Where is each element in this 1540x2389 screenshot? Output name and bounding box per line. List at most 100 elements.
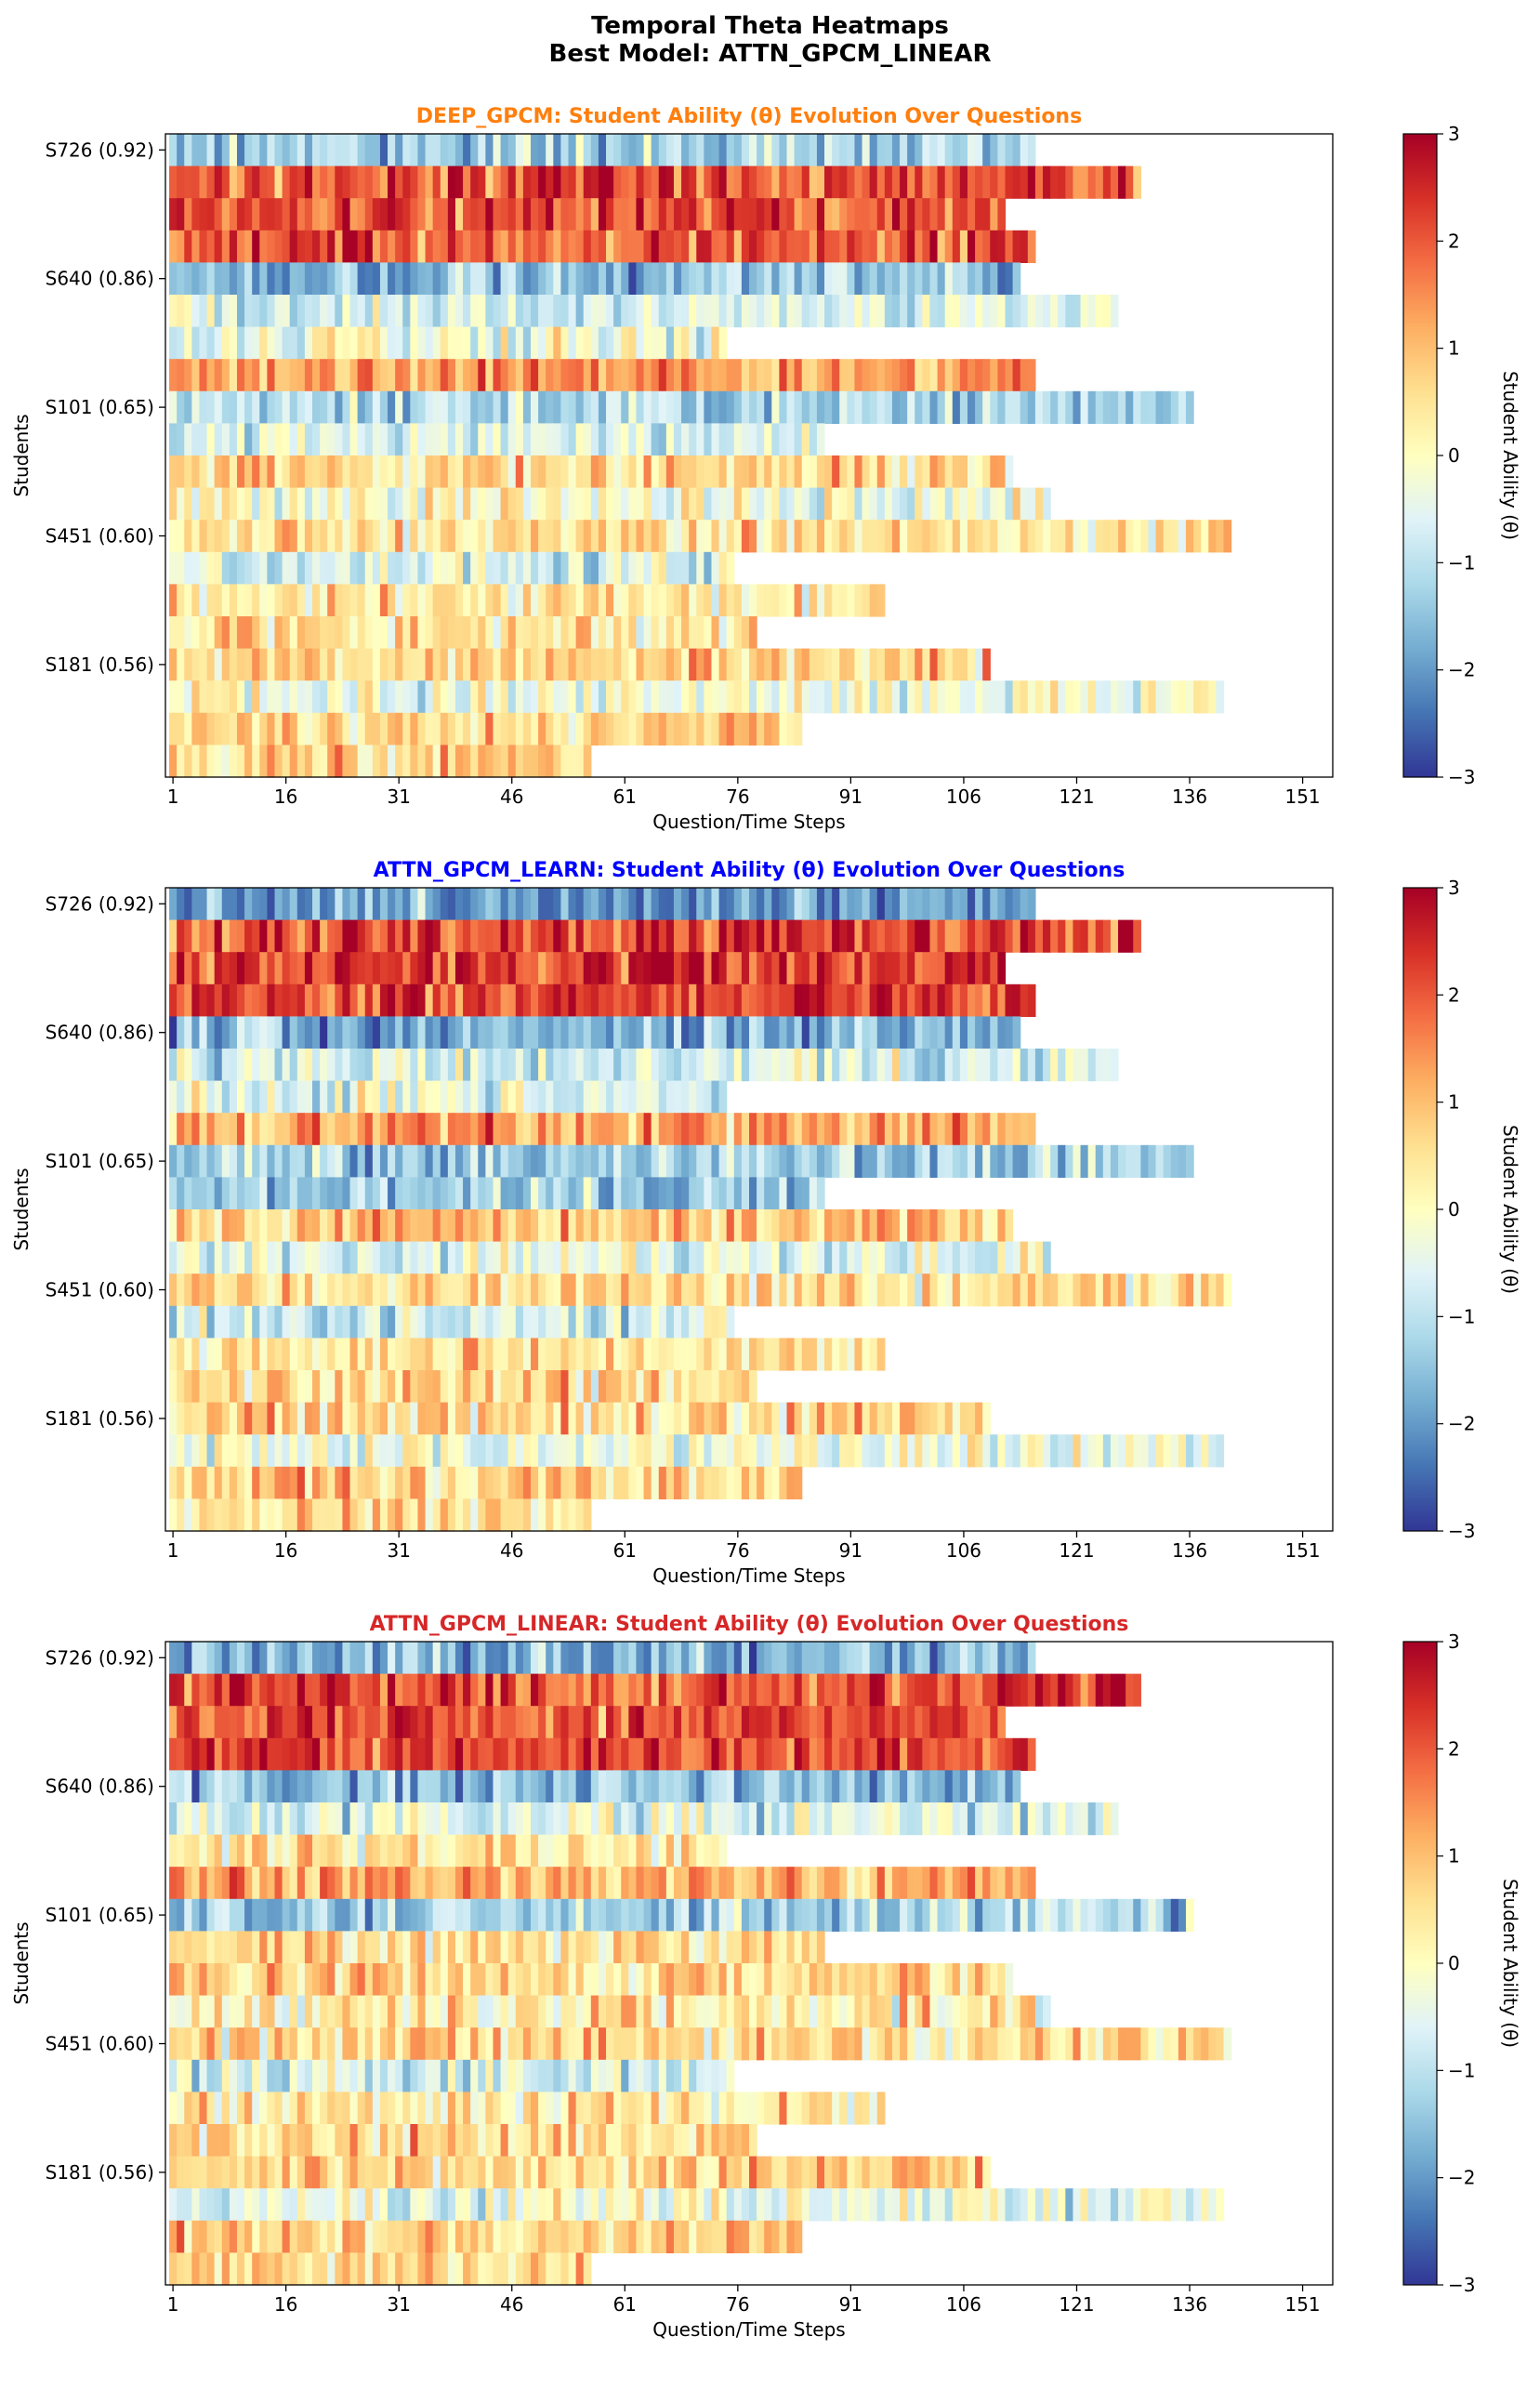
heatmap-cell — [704, 390, 713, 424]
heatmap-cell — [538, 1338, 546, 1371]
heatmap-cell — [500, 455, 509, 489]
heatmap-cell — [485, 1177, 494, 1210]
heatmap-cell — [553, 1466, 562, 1499]
heatmap-cell — [425, 616, 434, 650]
heatmap-cell — [718, 1305, 728, 1339]
heatmap-cell — [779, 1737, 788, 1771]
heatmap-cell — [636, 1113, 645, 1146]
heatmap-cell — [794, 134, 803, 167]
heatmap-cell — [214, 390, 223, 424]
heatmap-cell — [493, 1402, 502, 1435]
heatmap-cell — [364, 1274, 374, 1307]
heatmap-cell — [779, 983, 788, 1017]
heatmap-cell — [824, 1338, 833, 1371]
heatmap-cell — [349, 1016, 359, 1049]
heatmap-cell — [463, 1113, 471, 1146]
heatmap-cell — [733, 198, 743, 231]
heatmap-cell — [869, 1434, 878, 1468]
heatmap-cell — [779, 1770, 788, 1803]
heatmap-cell — [304, 745, 313, 778]
heatmap-cell — [229, 1466, 238, 1499]
heatmap-cell — [975, 983, 983, 1017]
heatmap-cell — [1058, 295, 1066, 328]
heatmap-cell — [929, 359, 939, 392]
heatmap-cell — [410, 1144, 419, 1178]
heatmap-cell — [628, 1177, 638, 1210]
heatmap-cell — [500, 230, 509, 263]
heatmap-cell — [425, 1209, 434, 1243]
heatmap-cell — [274, 165, 283, 199]
heatmap-cell — [395, 198, 403, 231]
heatmap-cell — [177, 952, 185, 985]
heatmap-cell — [425, 983, 434, 1017]
heatmap-cell — [236, 1498, 245, 1532]
heatmap-cell — [689, 423, 697, 456]
heatmap-cell — [628, 134, 638, 167]
heatmap-cell — [236, 1113, 245, 1146]
y-tick-label: S181 (0.56) — [46, 1407, 154, 1430]
heatmap-cell — [1050, 1144, 1059, 1178]
heatmap-cell — [816, 1338, 825, 1371]
heatmap-cell — [531, 262, 539, 296]
heatmap-cell — [967, 1016, 976, 1049]
heatmap-cell — [342, 1080, 351, 1114]
heatmap-cell — [538, 165, 546, 199]
heatmap-cell — [184, 134, 192, 167]
heatmap-cell — [809, 1770, 818, 1803]
heatmap-cell — [267, 983, 276, 1017]
heatmap-cell — [553, 520, 562, 553]
heatmap-cell — [771, 1274, 781, 1307]
heatmap-cell — [470, 1144, 479, 1178]
heatmap-cell — [560, 1209, 570, 1243]
heatmap-cell — [636, 1402, 645, 1435]
heatmap-cell — [900, 1402, 908, 1435]
heatmap-cell — [485, 648, 494, 681]
heatmap-cell — [1012, 165, 1021, 199]
heatmap-cell — [665, 1402, 675, 1435]
heatmap-cell — [440, 952, 449, 985]
heatmap-cell — [854, 520, 863, 553]
heatmap-cell — [809, 919, 818, 953]
heatmap-cell — [847, 198, 856, 231]
heatmap-cell — [447, 983, 456, 1017]
heatmap-cell — [221, 1241, 230, 1274]
heatmap-cell — [816, 1642, 825, 1675]
heatmap-cell — [296, 888, 306, 921]
heatmap-cell — [847, 888, 856, 921]
heatmap-cell — [522, 1144, 532, 1178]
heatmap-cell — [990, 230, 998, 263]
heatmap-cell — [952, 295, 961, 328]
heatmap-cell — [531, 1080, 539, 1114]
heatmap-cell — [801, 262, 810, 296]
heatmap-cell — [327, 1113, 336, 1146]
heatmap-cell — [741, 295, 750, 328]
heatmap-cell — [891, 455, 901, 489]
heatmap-cell — [990, 1049, 998, 1082]
heatmap-cell — [342, 1113, 351, 1146]
heatmap-cell — [922, 1274, 931, 1307]
heatmap-cell — [658, 423, 667, 456]
heatmap-cell — [454, 455, 464, 489]
heatmap-cell — [417, 1049, 427, 1082]
heatmap-cell — [364, 616, 374, 650]
heatmap-cell — [658, 680, 667, 714]
heatmap-cell — [478, 616, 486, 650]
heatmap-cell — [869, 1049, 878, 1082]
heatmap-cell — [236, 1434, 245, 1468]
heatmap-cell — [689, 1274, 697, 1307]
heatmap-cell — [711, 262, 720, 296]
heatmap-cell — [349, 888, 359, 921]
heatmap-cell — [613, 584, 622, 617]
heatmap-cell — [598, 1144, 607, 1178]
heatmap-cell — [839, 520, 848, 553]
heatmap-cell — [922, 1113, 931, 1146]
heatmap-cell — [349, 230, 359, 263]
heatmap-cell — [214, 262, 223, 296]
heatmap-cell — [997, 888, 1007, 921]
heatmap-cell — [191, 1737, 201, 1771]
heatmap-cell — [349, 1241, 359, 1274]
heatmap-cell — [801, 919, 810, 953]
heatmap-cell — [673, 326, 682, 360]
heatmap-cell — [259, 455, 268, 489]
